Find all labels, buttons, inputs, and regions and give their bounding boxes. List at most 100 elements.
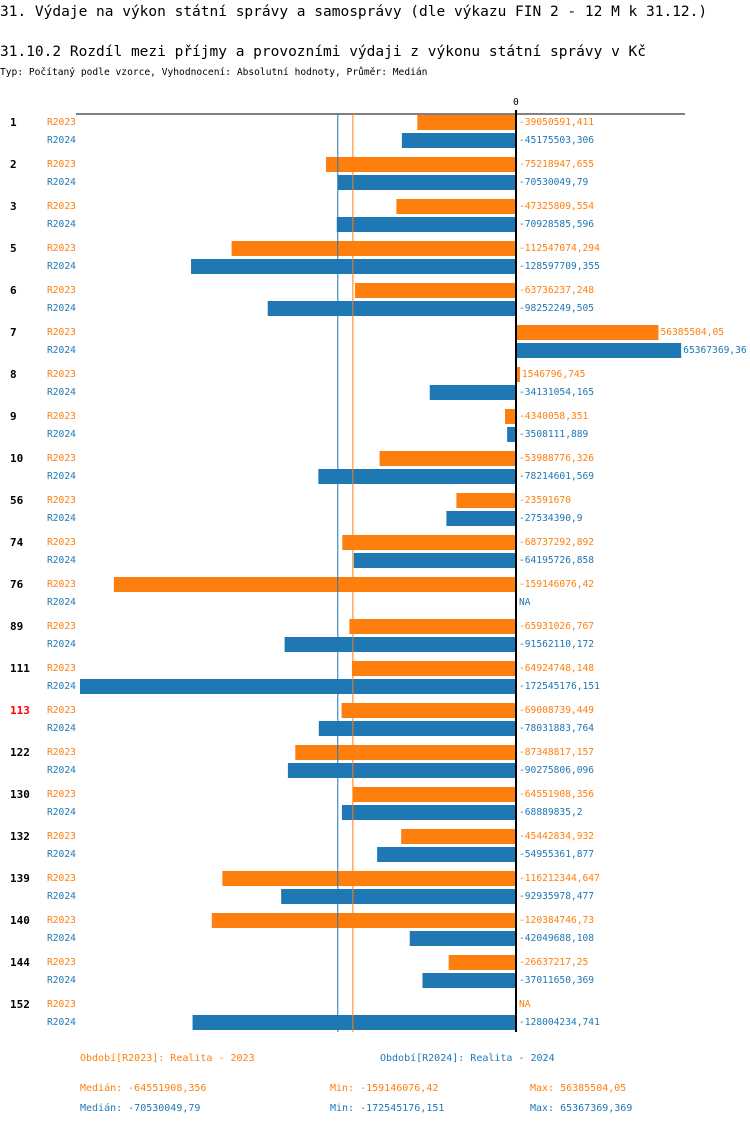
bar-r2024 [409,931,516,946]
series-label: R2023 [47,411,76,422]
data-label: -47325809,554 [519,201,595,212]
stat-max-r2023: Max: 56385504,05 [530,1083,627,1094]
series-label: R2023 [47,537,76,548]
series-label: R2024 [47,765,76,776]
data-label: -39050591,411 [519,117,595,128]
data-label: -63736237,248 [519,285,595,296]
series-label: R2023 [47,747,76,758]
series-label: R2024 [47,597,76,608]
data-label: 56385504,05 [660,327,725,338]
category-label: 122 [10,746,30,759]
category-label: 130 [10,788,30,801]
series-label: R2023 [47,957,76,968]
bar-r2023 [341,703,516,718]
category-label: 3 [10,200,17,213]
category-label: 1 [10,116,17,129]
data-label: -128597709,355 [519,261,600,272]
category-label: 76 [10,578,24,591]
data-label: -78031883,764 [519,723,595,734]
series-label: R2023 [47,453,76,464]
bar-r2024 [267,301,516,316]
data-label: -87348817,157 [519,747,595,758]
series-label: R2024 [47,387,76,398]
series-label: R2023 [47,495,76,506]
series-label: R2024 [47,849,76,860]
category-label: 9 [10,410,17,423]
data-label: -68889835,2 [519,807,583,818]
bar-r2024 [318,721,516,736]
series-label: R2023 [47,999,76,1010]
bar-r2024 [401,133,516,148]
series-label: R2024 [47,261,76,272]
series-label: R2023 [47,579,76,590]
data-label: -70530049,79 [519,177,589,188]
data-label: -64924748,148 [519,663,595,674]
bar-r2023 [211,913,516,928]
data-label: -45442834,932 [519,831,595,842]
bar-r2024 [341,805,516,820]
series-label: R2024 [47,723,76,734]
data-label: -172545176,151 [519,681,600,692]
data-label: 65367369,36 [683,345,747,356]
category-label: 8 [10,368,17,381]
category-label: 5 [10,242,17,255]
bar-r2024 [80,679,516,694]
chart-meta: Typ: Počítaný podle vzorce, Vyhodnocení:… [0,67,428,78]
category-label: 144 [10,956,30,969]
data-label: -78214601,569 [519,471,595,482]
bar-r2023 [448,955,516,970]
data-label: -112547074,294 [519,243,600,254]
bar-r2024 [422,973,516,988]
data-label: -3508111,889 [519,429,589,440]
bar-r2023 [325,157,516,172]
data-label: -37011650,369 [519,975,595,986]
bar-r2024 [507,427,516,442]
data-label: -45175503,306 [519,135,595,146]
stat-min-r2023: Min: -159146076,42 [330,1083,439,1094]
series-label: R2024 [47,639,76,650]
bar-r2023 [516,367,520,382]
bar-r2024 [284,637,516,652]
series-label: R2024 [47,555,76,566]
bar-r2023 [231,241,516,256]
series-label: R2023 [47,201,76,212]
data-label: -91562110,172 [519,639,595,650]
data-label: -27534390,9 [519,513,583,524]
data-label: -116212344,647 [519,873,600,884]
data-label: -98252249,505 [519,303,595,314]
series-label: R2023 [47,369,76,380]
bar-r2024 [281,889,516,904]
category-label: 140 [10,914,30,927]
bar-r2023 [401,829,516,844]
series-label: R2023 [47,285,76,296]
series-label: R2024 [47,429,76,440]
series-label: R2023 [47,327,76,338]
series-label: R2023 [47,663,76,674]
category-label: 111 [10,662,30,675]
bar-r2024 [337,175,516,190]
bar-r2023 [505,409,516,424]
bar-r2024 [516,343,682,358]
category-label: 74 [10,536,24,549]
bar-r2023 [379,451,516,466]
stat-min-r2024: Min: -172545176,151 [330,1103,445,1114]
series-label: R2023 [47,873,76,884]
series-label: R2023 [47,159,76,170]
series-label: R2024 [47,681,76,692]
data-label: NA [519,999,531,1010]
data-label: -65931026,767 [519,621,595,632]
category-label: 6 [10,284,17,297]
bar-r2024 [336,217,516,232]
data-label: -159146076,42 [519,579,595,590]
data-label: -54955361,877 [519,849,595,860]
series-label: R2023 [47,915,76,926]
series-label: R2023 [47,831,76,842]
bar-r2023 [113,577,516,592]
series-label: R2023 [47,789,76,800]
category-label: 2 [10,158,17,171]
data-label: -53988776,326 [519,453,595,464]
bar-r2023 [456,493,516,508]
series-label: R2023 [47,705,76,716]
series-label: R2024 [47,135,76,146]
bar-r2024 [192,1015,516,1030]
